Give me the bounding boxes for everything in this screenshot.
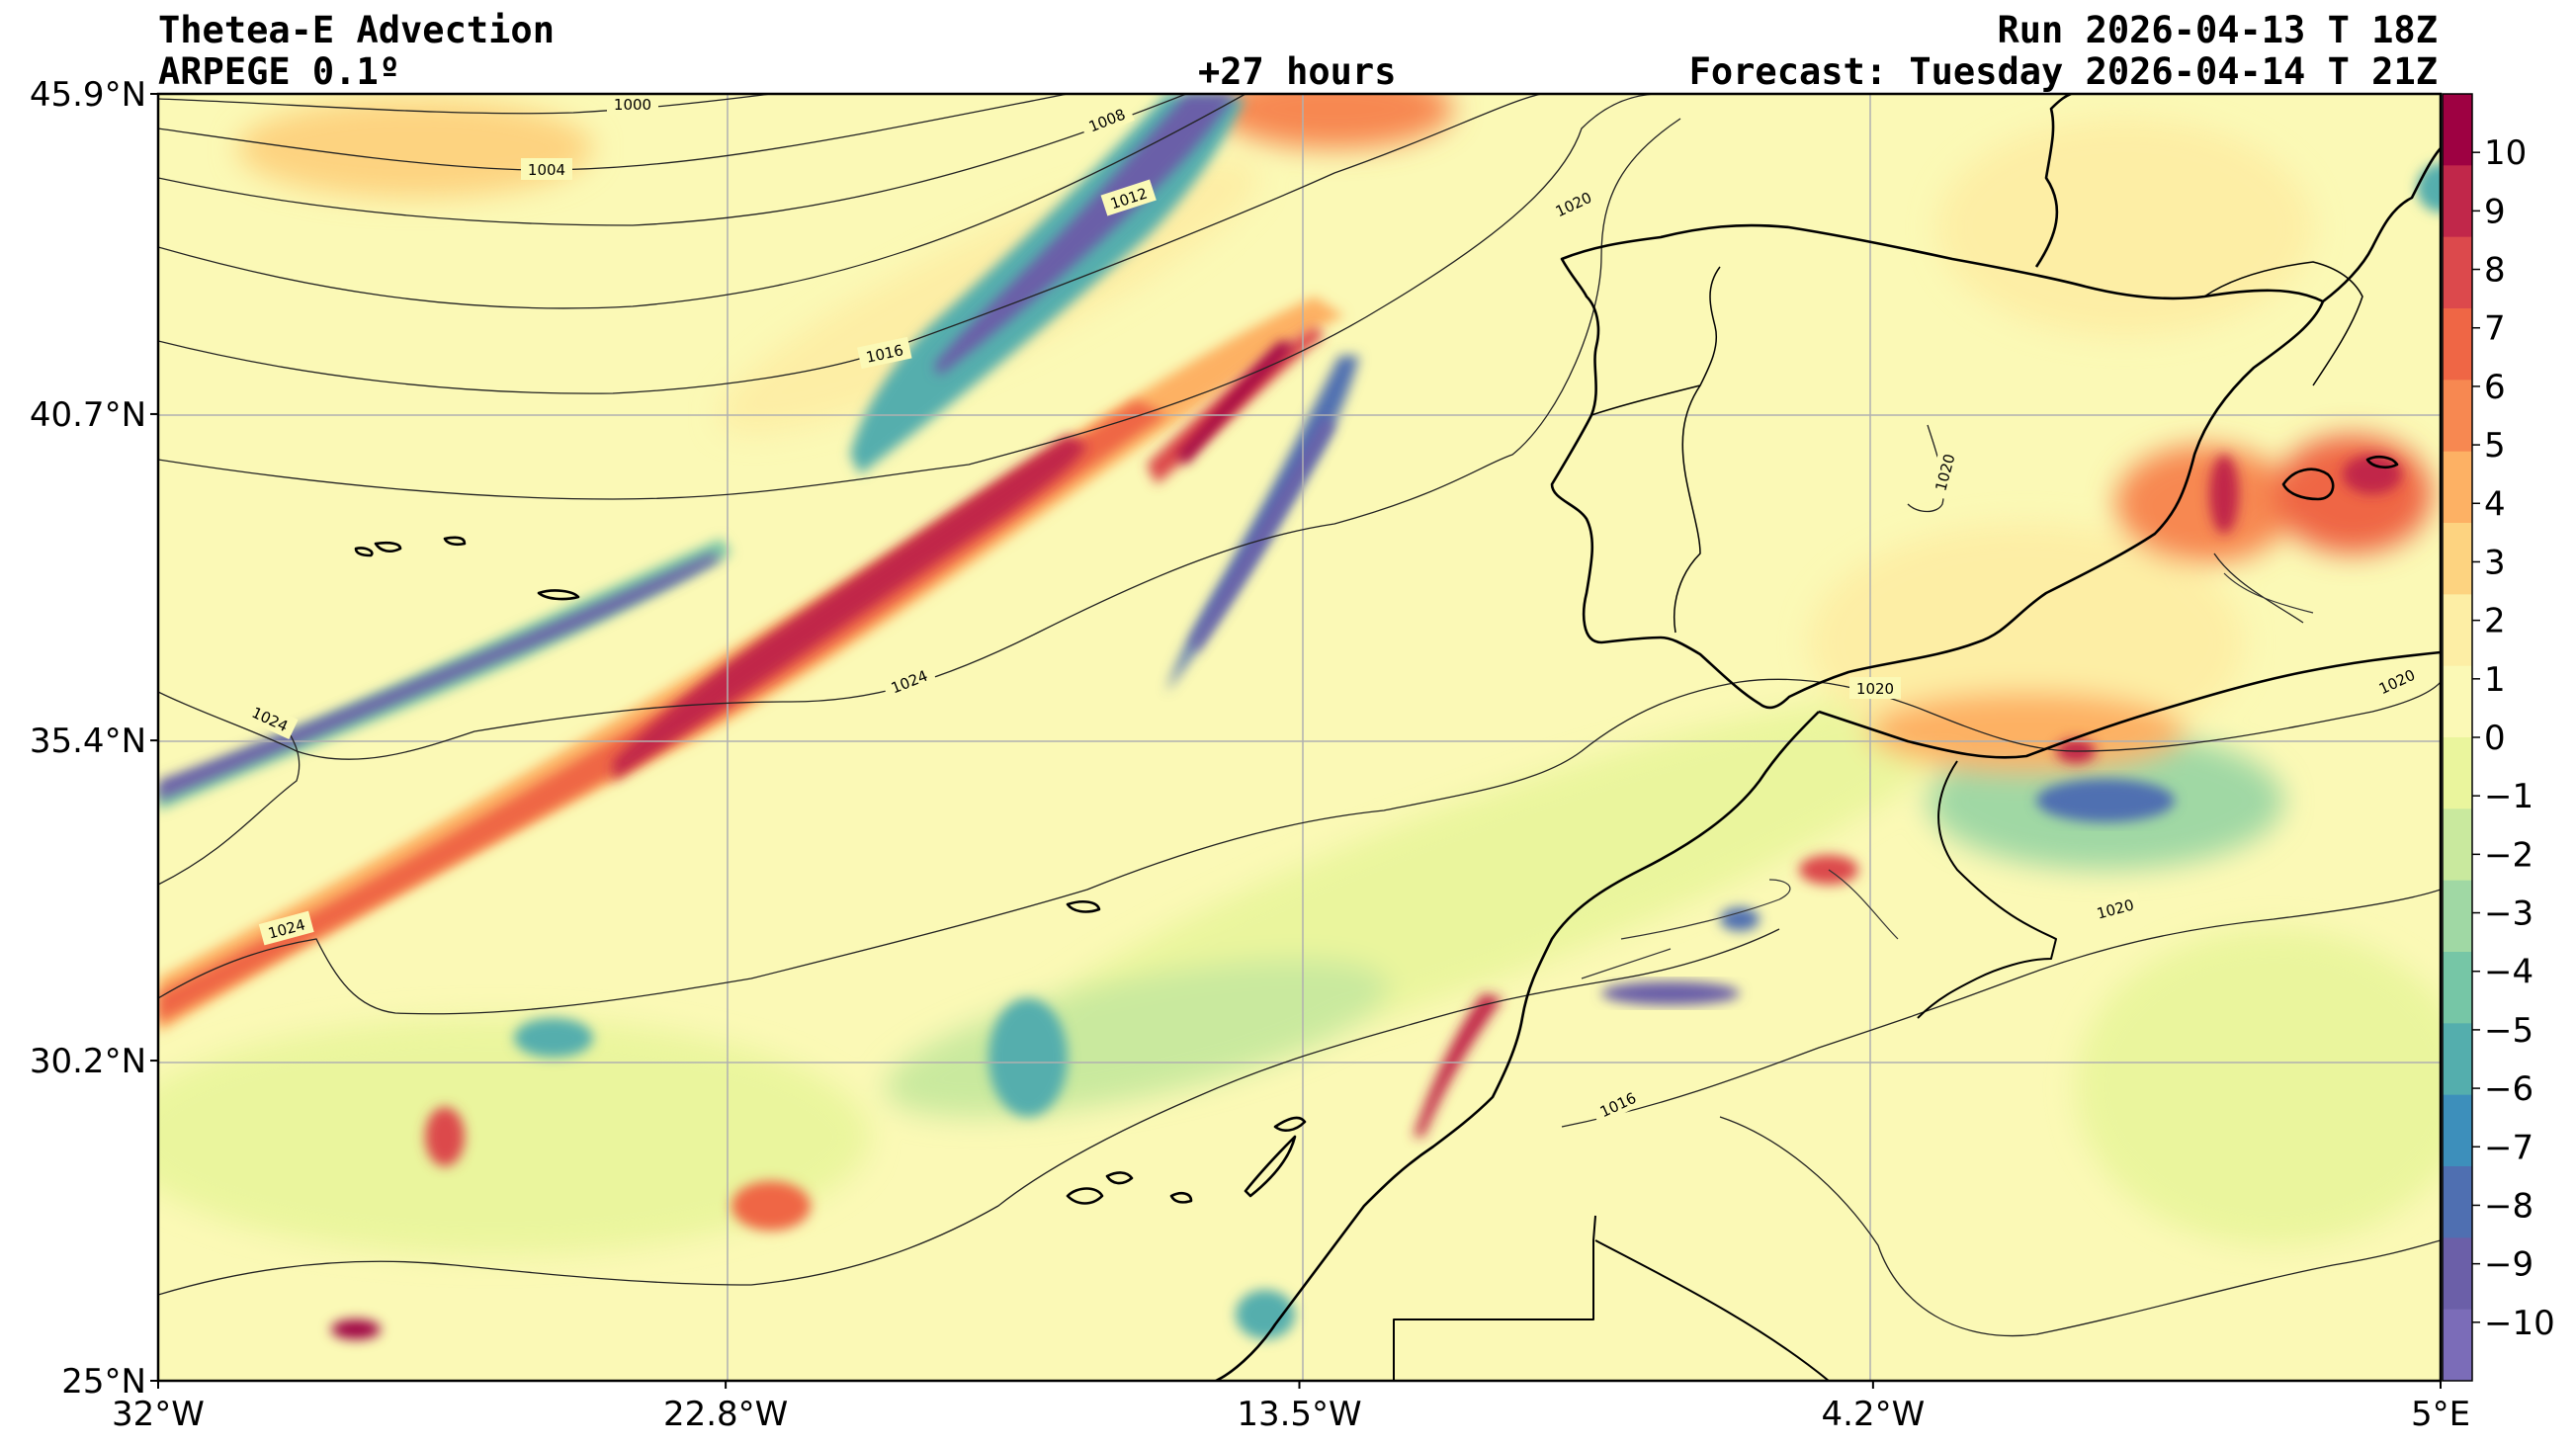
colorbar-tick-label: −4 <box>2484 953 2533 992</box>
lon-tick-label: 13.5°W <box>1237 1395 1361 1434</box>
colorbar-tick-label: 0 <box>2484 719 2506 758</box>
colorbar-segment <box>2443 737 2472 809</box>
colorbar-tick-label: 8 <box>2484 251 2506 291</box>
model-label: ARPEGE 0.1º <box>158 50 401 93</box>
africa-coast <box>1818 650 2441 759</box>
lead-time: +27 hours <box>1198 50 1397 93</box>
colorbar-tick-label: −2 <box>2484 835 2533 875</box>
colorbar-tick-label: 4 <box>2484 484 2506 524</box>
colorbar-segment <box>2443 808 2472 882</box>
colorbar-tick-label: −5 <box>2484 1011 2533 1051</box>
colorbar-tick-label: 10 <box>2484 133 2527 173</box>
colorbar-segment <box>2443 1166 2472 1238</box>
run-time: Run 2026-04-13 T 18Z <box>1997 9 2438 51</box>
colorbar-tick-label: −8 <box>2484 1186 2533 1226</box>
colorbar-segment <box>2443 1309 2472 1382</box>
colorbar-segment <box>2443 1237 2472 1311</box>
colorbar-tick-label: 7 <box>2484 309 2506 349</box>
colorbar-segment <box>2443 523 2472 595</box>
advection-speckles <box>331 163 2441 1339</box>
colorbar-segment <box>2443 380 2472 453</box>
latitude-labels: 45.9°N 40.7°N 35.4°N 30.2°N 25°N <box>30 75 158 1402</box>
colorbar-segment <box>2443 594 2472 667</box>
lat-tick-label: 30.2°N <box>30 1042 146 1081</box>
lat-tick-label: 25°N <box>61 1362 146 1402</box>
lat-tick-label: 35.4°N <box>30 722 146 761</box>
colorbar-segment <box>2443 1023 2472 1096</box>
colorbar-segment <box>2443 880 2472 953</box>
lon-tick-label: 4.2°W <box>1822 1395 1926 1434</box>
colorbar-tick-label: 3 <box>2484 543 2506 582</box>
colorbar-segment <box>2443 308 2472 381</box>
colorbar-tick-label: 6 <box>2484 368 2506 407</box>
terrain-contours <box>1581 572 2314 979</box>
france-coast <box>2034 94 2072 268</box>
colorbar-segment <box>2443 952 2472 1024</box>
colorbar-tick-label: −3 <box>2484 894 2533 934</box>
colorbar-segment <box>2443 165 2472 238</box>
lon-tick-label: 32°W <box>112 1395 205 1434</box>
forecast-time: Forecast: Tuesday 2026-04-14 T 21Z <box>1688 50 2438 93</box>
colorbar-tick-label: −10 <box>2484 1304 2555 1343</box>
colorbar-tick-label: −9 <box>2484 1245 2533 1285</box>
longitude-labels: 32°W 22.8°W 13.5°W 4.2°W 5°E <box>112 1381 2470 1434</box>
colorbar-segment <box>2443 1094 2472 1167</box>
azores <box>354 536 580 601</box>
colorbar-tick-label: 9 <box>2484 192 2506 231</box>
colorbar-segment <box>2443 236 2472 309</box>
lat-tick-label: 45.9°N <box>30 75 146 115</box>
isobar-label-1004: 1004 <box>528 161 565 179</box>
map-title: Thetea-E Advection <box>158 9 555 51</box>
colorbar-tick-label: 1 <box>2484 660 2506 700</box>
lat-tick-label: 40.7°N <box>30 395 146 435</box>
colorbar-tick-label: 5 <box>2484 426 2506 466</box>
colorbar-segment <box>2443 665 2472 738</box>
colorbar-segment <box>2443 94 2472 166</box>
canary-islands <box>1066 1116 1307 1205</box>
colorbar-tick-label: −6 <box>2484 1069 2533 1109</box>
balearic-islands <box>2281 455 2399 501</box>
graticule <box>158 94 2441 1381</box>
colorbar-segment <box>2443 451 2472 524</box>
colorbar-tick-label: −7 <box>2484 1128 2533 1167</box>
isobar-label-1020-b: 1020 <box>1856 680 1894 698</box>
coastlines <box>354 94 2441 1381</box>
isobar-label-1000: 1000 <box>614 96 651 114</box>
lon-tick-label: 5°E <box>2411 1395 2470 1434</box>
lon-tick-label: 22.8°W <box>663 1395 788 1434</box>
warm-advection-band <box>158 297 1503 1137</box>
colorbar-tick-label: 2 <box>2484 602 2506 641</box>
madeira <box>1066 899 1101 913</box>
colorbar-tick-label: −1 <box>2484 777 2533 816</box>
iberia-coast <box>1550 223 2325 710</box>
advection-field: 1000 1004 1008 1012 1016 1020 1024 1024 … <box>158 94 2441 1381</box>
